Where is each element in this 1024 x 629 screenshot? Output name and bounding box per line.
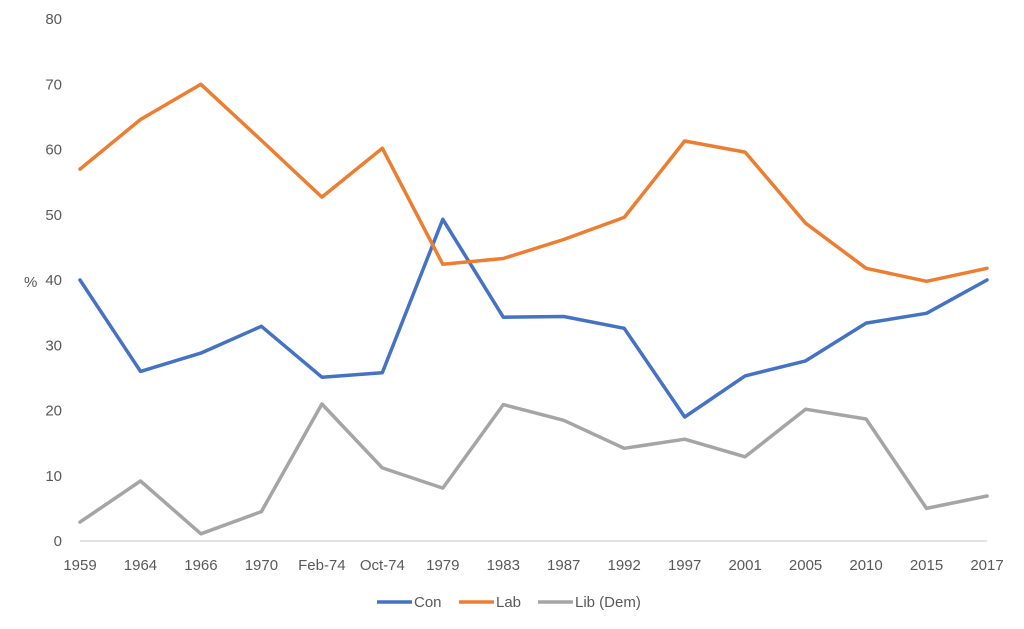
y-axis-ticks: 0 10 20 30 40 50 60 70 80	[45, 11, 62, 550]
series-line-con	[78, 217, 989, 419]
x-tick-label: 1997	[668, 557, 701, 574]
series-lines	[78, 82, 989, 536]
y-tick-label: 60	[45, 142, 62, 159]
x-tick-label: 1964	[124, 557, 157, 574]
y-tick-label: 70	[45, 76, 62, 93]
y-tick-label: 40	[45, 272, 62, 289]
x-tick-label: Oct-74	[360, 557, 405, 574]
x-tick-label: 2005	[789, 557, 822, 574]
x-tick-label: 1959	[63, 557, 96, 574]
series-line-lib-dem	[78, 402, 989, 536]
x-axis-ticks: 1959 1964 1966 1970 Feb-74 Oct-74 1979 1983 1987…	[63, 557, 1003, 574]
x-tick-label: 1966	[184, 557, 217, 574]
legend-label: Lib (Dem)	[575, 594, 641, 611]
x-tick-label: 2010	[849, 557, 882, 574]
legend-label: Con	[414, 594, 442, 611]
y-tick-label: 20	[45, 403, 62, 420]
x-tick-label: 1970	[245, 557, 278, 574]
y-tick-label: 10	[45, 468, 62, 485]
x-tick-label: 1979	[426, 557, 459, 574]
x-tick-label: 1992	[608, 557, 641, 574]
y-tick-label: 30	[45, 337, 62, 354]
x-tick-label: 2001	[728, 557, 761, 574]
y-tick-label: 0	[54, 533, 62, 550]
legend: Con Lab Lib (Dem)	[377, 594, 641, 611]
y-tick-label: 80	[45, 11, 62, 28]
y-tick-label: 50	[45, 207, 62, 224]
legend-label: Lab	[496, 594, 521, 611]
y-axis-label: %	[24, 274, 37, 291]
x-tick-label: 2015	[910, 557, 943, 574]
x-tick-label: 1987	[547, 557, 580, 574]
x-tick-label: Feb-74	[298, 557, 346, 574]
x-tick-label: 2017	[970, 557, 1003, 574]
x-tick-label: 1983	[487, 557, 520, 574]
series-line-lab	[78, 82, 989, 284]
